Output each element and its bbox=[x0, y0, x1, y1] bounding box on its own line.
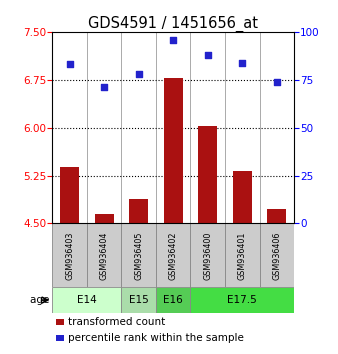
Bar bbox=[156, 287, 191, 313]
Point bbox=[136, 71, 141, 77]
Text: GSM936400: GSM936400 bbox=[203, 231, 212, 280]
Bar bbox=[121, 287, 156, 313]
Point bbox=[67, 62, 72, 67]
Bar bbox=[156, 223, 191, 287]
Text: GSM936402: GSM936402 bbox=[169, 231, 178, 280]
Text: E17.5: E17.5 bbox=[227, 295, 257, 305]
Text: percentile rank within the sample: percentile rank within the sample bbox=[68, 333, 244, 343]
Bar bbox=[60, 167, 79, 223]
Text: transformed count: transformed count bbox=[68, 317, 165, 327]
Bar bbox=[191, 223, 225, 287]
Text: GSM936401: GSM936401 bbox=[238, 231, 247, 280]
Bar bbox=[121, 223, 156, 287]
Text: E14: E14 bbox=[77, 295, 97, 305]
Bar bbox=[95, 214, 114, 223]
Bar bbox=[129, 199, 148, 223]
Bar bbox=[191, 287, 294, 313]
Bar bbox=[56, 335, 65, 341]
Text: GSM936406: GSM936406 bbox=[272, 231, 281, 280]
Point bbox=[171, 37, 176, 42]
Point bbox=[240, 60, 245, 65]
Bar bbox=[225, 223, 260, 287]
Text: age: age bbox=[30, 295, 52, 305]
Text: GSM936404: GSM936404 bbox=[100, 231, 109, 280]
Bar bbox=[52, 287, 121, 313]
Text: GSM936405: GSM936405 bbox=[134, 231, 143, 280]
Bar bbox=[52, 223, 87, 287]
Bar bbox=[56, 319, 65, 325]
Text: E15: E15 bbox=[129, 295, 149, 305]
Title: GDS4591 / 1451656_at: GDS4591 / 1451656_at bbox=[88, 16, 258, 32]
Text: E16: E16 bbox=[163, 295, 183, 305]
Bar bbox=[198, 126, 217, 223]
Bar bbox=[87, 223, 121, 287]
Point bbox=[274, 79, 280, 85]
Text: GSM936403: GSM936403 bbox=[65, 231, 74, 280]
Bar bbox=[260, 223, 294, 287]
Bar bbox=[164, 78, 183, 223]
Bar bbox=[233, 171, 252, 223]
Point bbox=[205, 52, 211, 58]
Bar bbox=[267, 210, 286, 223]
Point bbox=[101, 85, 107, 90]
